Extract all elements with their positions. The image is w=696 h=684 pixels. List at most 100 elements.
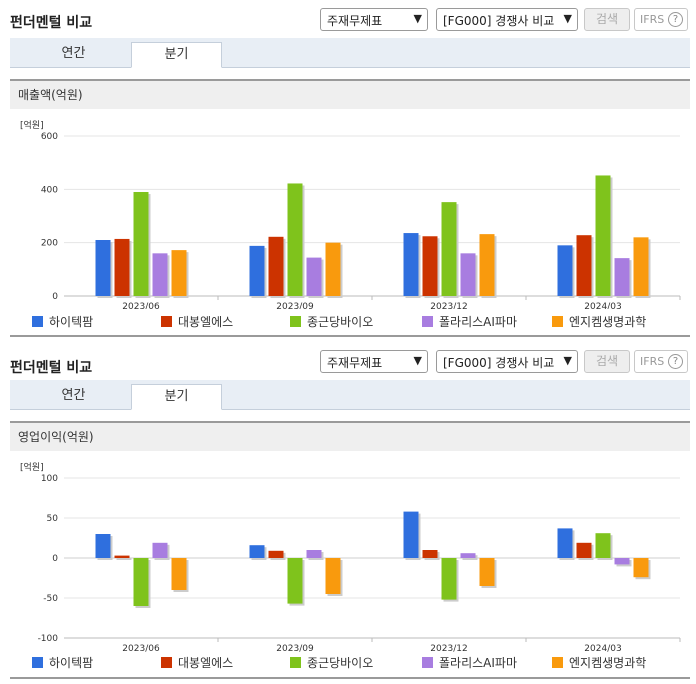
- period-tabs: 연간 분기: [10, 380, 690, 410]
- ifrs-button[interactable]: IFRS ?: [634, 8, 688, 31]
- help-icon[interactable]: ?: [668, 354, 683, 369]
- x-tick-label: 2023/12: [430, 302, 467, 309]
- y-tick-label: 100: [41, 474, 58, 484]
- legend-item[interactable]: 엔지켐생명과학: [552, 313, 646, 330]
- statement-select-value: 주재무제표: [327, 356, 383, 370]
- legend-item[interactable]: 폴라리스AI파마: [422, 313, 517, 330]
- bar: [287, 183, 303, 296]
- revenue-chart: [억원] 0 200 400 600 2023/06 2023/09 2023/12 2024/…: [20, 119, 681, 309]
- panel-title: 영업이익(억원): [10, 423, 690, 451]
- bar: [441, 558, 457, 600]
- legend-swatch: [290, 657, 301, 668]
- legend-label: 대봉엘에스: [178, 315, 234, 329]
- bar: [576, 542, 592, 558]
- bar: [633, 558, 649, 578]
- legend-swatch: [290, 316, 301, 327]
- legend-item[interactable]: 대봉엘에스: [161, 654, 233, 671]
- bar: [557, 528, 573, 558]
- statement-select[interactable]: 주재무제표 ▼: [320, 350, 428, 373]
- x-tick-label: 2023/12: [430, 644, 467, 653]
- legend-label: 엔지켐생명과학: [569, 656, 647, 670]
- legend-item[interactable]: 하이텍팜: [32, 654, 93, 671]
- bar: [325, 242, 341, 296]
- legend-swatch: [422, 657, 433, 668]
- legend-label: 엔지켐생명과학: [569, 315, 647, 329]
- y-tick-label: 0: [52, 554, 58, 564]
- legend-swatch: [32, 316, 43, 327]
- legend-item[interactable]: 폴라리스AI파마: [422, 654, 517, 671]
- legend-swatch: [161, 657, 172, 668]
- compare-select[interactable]: [FG000] 경쟁사 비교 ▼: [436, 350, 578, 373]
- legend-label: 대봉엘에스: [178, 656, 234, 670]
- ifrs-button[interactable]: IFRS ?: [634, 350, 688, 373]
- period-tabs: 연간 분기: [10, 38, 690, 68]
- tab-annual[interactable]: 연간: [61, 388, 86, 403]
- legend-label: 하이텍팜: [49, 656, 94, 670]
- chevron-down-icon: ▼: [413, 354, 422, 367]
- chevron-down-icon: ▼: [563, 12, 572, 25]
- y-tick-label: 400: [41, 185, 58, 195]
- bar: [595, 175, 611, 296]
- bar: [595, 533, 611, 558]
- unit-label: [억원]: [20, 119, 44, 131]
- legend-swatch: [161, 316, 172, 327]
- bar: [441, 202, 457, 296]
- legend-swatch: [422, 316, 433, 327]
- legend-label: 종근당바이오: [307, 656, 374, 670]
- bar: [633, 237, 649, 296]
- legend-item[interactable]: 엔지켐생명과학: [552, 654, 646, 671]
- bar: [306, 257, 322, 296]
- bar: [479, 558, 495, 586]
- legend-swatch: [552, 657, 563, 668]
- x-tick-label: 2023/09: [276, 644, 314, 653]
- statement-select[interactable]: 주재무제표 ▼: [320, 8, 428, 31]
- compare-select[interactable]: [FG000] 경쟁사 비교 ▼: [436, 8, 578, 31]
- bar: [614, 558, 630, 565]
- bar: [114, 238, 130, 296]
- statement-select-value: 주재무제표: [327, 14, 383, 28]
- legend-label: 하이텍팜: [49, 315, 94, 329]
- bar: [249, 545, 265, 558]
- chart-panel: 매출액(억원): [10, 79, 690, 109]
- bar: [249, 245, 265, 296]
- bar: [306, 550, 322, 558]
- search-button[interactable]: 검색: [584, 350, 630, 373]
- bar: [403, 233, 419, 296]
- compare-select-value: [FG000] 경쟁사 비교: [443, 356, 555, 370]
- bar: [325, 558, 341, 594]
- bar: [460, 253, 476, 296]
- bar: [287, 558, 303, 604]
- legend-item[interactable]: 대봉엘에스: [161, 313, 233, 330]
- search-button[interactable]: 검색: [584, 8, 630, 31]
- help-icon[interactable]: ?: [668, 12, 683, 27]
- x-tick-label: 2023/06: [122, 302, 160, 309]
- legend-swatch: [552, 316, 563, 327]
- x-tick-label: 2024/03: [584, 302, 621, 309]
- legend-item[interactable]: 종근당바이오: [290, 654, 373, 671]
- unit-label: [억원]: [20, 461, 44, 473]
- legend-label: 폴라리스AI파마: [439, 315, 517, 329]
- bar: [152, 253, 168, 296]
- bar-shadow: [116, 557, 132, 560]
- bar: [268, 236, 284, 296]
- panel-title: 매출액(억원): [10, 81, 690, 109]
- tab-quarterly[interactable]: 분기: [131, 42, 222, 68]
- y-tick-label: -50: [43, 594, 58, 604]
- bar: [557, 245, 573, 296]
- fundamental-section-1: 펀더멘털 비교 주재무제표 ▼ [FG000] 경쟁사 비교 ▼ 검색 IFRS…: [10, 8, 692, 337]
- legend-item[interactable]: 하이텍팜: [32, 313, 93, 330]
- tab-annual[interactable]: 연간: [61, 46, 86, 61]
- y-tick-label: -100: [38, 634, 59, 644]
- tab-quarterly[interactable]: 분기: [131, 384, 222, 410]
- operating-profit-chart: [억원] -100 -50 0 50 100 2023/06 2023/09 2023/12 20…: [20, 461, 681, 653]
- section-title: 펀더멘털 비교: [10, 15, 93, 31]
- panel-divider: [10, 677, 690, 679]
- y-tick-label: 0: [52, 292, 58, 302]
- chart-legend: 하이텍팜 대봉엘에스 종근당바이오 폴라리스AI파마 엔지켐생명과학: [32, 313, 692, 329]
- legend-item[interactable]: 종근당바이오: [290, 313, 373, 330]
- bar: [133, 192, 149, 296]
- y-tick-label: 600: [41, 132, 58, 142]
- compare-select-value: [FG000] 경쟁사 비교: [443, 14, 555, 28]
- y-tick-label: 200: [41, 239, 58, 249]
- bar: [422, 236, 438, 296]
